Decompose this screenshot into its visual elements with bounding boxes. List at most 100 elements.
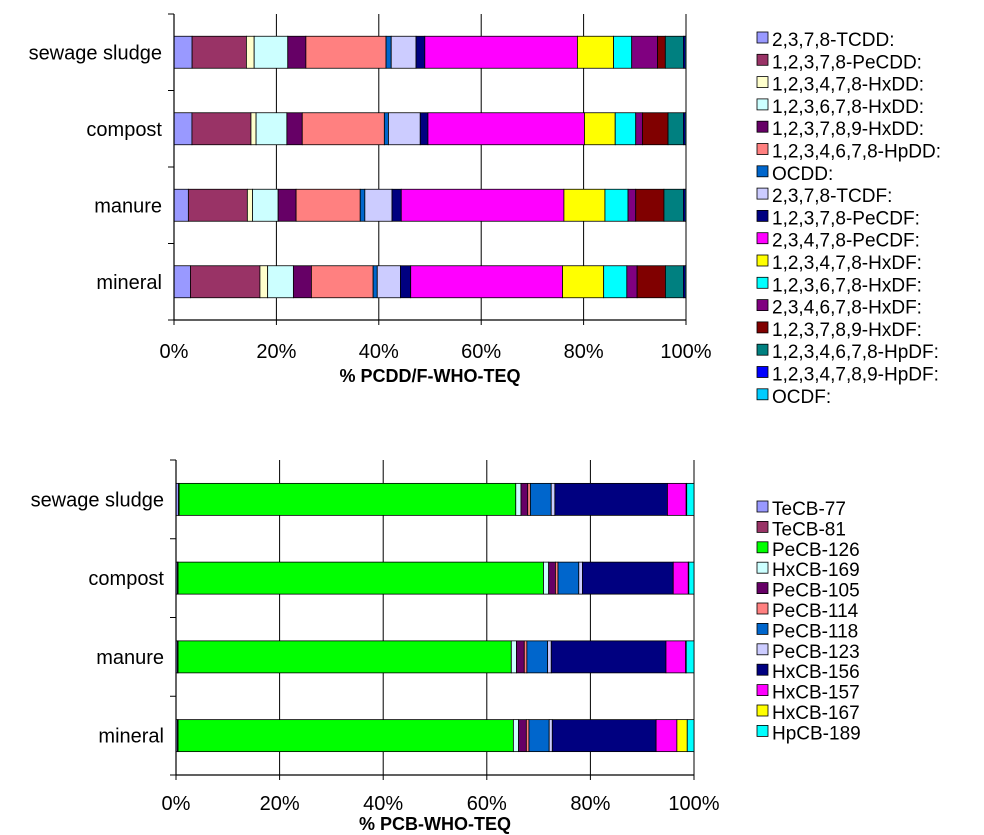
bar-segment: [578, 561, 583, 595]
legend-swatch: [756, 388, 769, 401]
bar-segment: [510, 640, 517, 674]
bar-segment: [191, 112, 252, 146]
bar-segment: [173, 112, 193, 146]
bar-segment: [526, 640, 549, 674]
bar-segment: [400, 265, 412, 299]
bar-segment: [551, 719, 657, 753]
bar-segment: [665, 265, 684, 299]
bar-segment: [173, 188, 189, 222]
category-label: manure: [94, 195, 162, 217]
legend-swatch: [756, 254, 769, 267]
legend-swatch: [756, 561, 769, 574]
legend-swatch: [756, 120, 769, 133]
bar-segment: [684, 188, 687, 222]
legend-label: OCDF:: [772, 387, 831, 408]
bar-segment: [277, 188, 297, 222]
x-tick-label: 60%: [461, 341, 501, 363]
bar-segment: [292, 265, 312, 299]
bar-segment: [246, 35, 255, 69]
bar-segment: [301, 112, 385, 146]
bar-segment: [390, 35, 417, 69]
legend-swatch: [756, 725, 769, 737]
bar-segment: [672, 561, 689, 595]
bar-segment: [400, 188, 565, 222]
bar-segment: [664, 35, 684, 69]
legend-swatch: [756, 76, 769, 88]
legend-label: 1,2,3,4,7,8-HxDF:: [772, 253, 922, 274]
legend-swatch: [756, 31, 769, 44]
bar-segment: [657, 35, 666, 69]
pcddf-chart: sewage sludge compost manure mineral 0% 20% 40…: [29, 13, 941, 408]
bar-segment: [557, 561, 580, 595]
x-axis-title: % PCDD/F-WHO-TEQ: [340, 366, 521, 386]
bar-segment: [385, 35, 392, 69]
bar-segment: [512, 719, 519, 753]
legend-label: 1,2,3,4,7,8,9-HpDF:: [772, 365, 939, 386]
legend-label: PeCB-118: [772, 621, 858, 642]
bar-segment: [676, 719, 688, 753]
legend-swatch: [756, 53, 769, 66]
legend-label: 2,3,7,8-TCDF:: [772, 186, 892, 207]
x-axis-title: % PCB-WHO-TEQ: [359, 814, 511, 834]
legend-label: TeCB-77: [772, 499, 846, 520]
bar-segment: [177, 719, 514, 753]
bar-segment: [173, 265, 191, 299]
category-label: manure: [96, 647, 164, 669]
legend-label: 1,2,3,6,7,8-HxDF:: [772, 275, 922, 296]
bar-segment: [684, 112, 687, 146]
legend-label: HpCB-189: [772, 723, 861, 744]
bar-segment: [665, 640, 687, 674]
bar-segment: [562, 265, 605, 299]
bar-segment: [295, 188, 361, 222]
legend-swatch: [756, 299, 769, 312]
legend-label: HxCB-156: [772, 662, 860, 683]
bar-segment: [391, 188, 402, 222]
legend-label: HxCB-157: [772, 683, 860, 704]
bar-segment: [252, 188, 279, 222]
legend-label: 1,2,3,4,7,8-HxDD:: [772, 75, 924, 96]
legend-swatch: [756, 521, 769, 533]
bar-segment: [582, 561, 674, 595]
bar-segment: [253, 35, 289, 69]
bar-segment: [516, 640, 525, 674]
bar-segment: [410, 265, 563, 299]
legend-label: PeCB-114: [772, 601, 859, 622]
bar-segment: [191, 35, 247, 69]
bar-segment: [177, 640, 512, 674]
legend-swatch: [756, 684, 769, 696]
bar-segment: [584, 112, 616, 146]
bar-segment: [641, 112, 669, 146]
x-tick-label: 20%: [256, 341, 296, 363]
bar-segment: [635, 188, 665, 222]
bar-segment: [286, 112, 303, 146]
legend-label: 1,2,3,4,6,7,8-HpDD:: [772, 142, 941, 163]
legend-swatch: [756, 187, 769, 200]
bar-segment: [686, 482, 695, 516]
legend-label: 1,2,3,7,8,9-HxDD:: [772, 119, 924, 140]
bar-segment: [688, 561, 695, 595]
bar-segment: [548, 719, 553, 753]
legend-label: OCDD:: [772, 164, 833, 185]
bar-segment: [550, 482, 556, 516]
legend-swatch: [756, 500, 769, 513]
legend-label: 2,3,4,7,8-PeCDF:: [772, 231, 920, 252]
legend-swatch: [756, 321, 769, 334]
bar-segment: [631, 35, 658, 69]
bar-segment: [543, 561, 550, 595]
bar-segment: [667, 482, 687, 516]
bar-segment: [424, 35, 578, 69]
legend-label: 1,2,3,7,8-PeCDF:: [772, 208, 920, 229]
legend-swatch: [756, 165, 769, 178]
bar-segment: [520, 482, 529, 516]
x-tick-label: 100%: [660, 341, 711, 363]
bar-segment: [190, 265, 261, 299]
bar-segment: [310, 265, 374, 299]
legend-swatch: [756, 366, 769, 378]
bar-segment: [383, 112, 389, 146]
bar-segment: [613, 35, 633, 69]
legend-label: PeCB-105: [772, 581, 860, 602]
x-tick-label: 0%: [160, 341, 189, 363]
bar-segment: [255, 112, 288, 146]
category-label: mineral: [96, 272, 162, 294]
